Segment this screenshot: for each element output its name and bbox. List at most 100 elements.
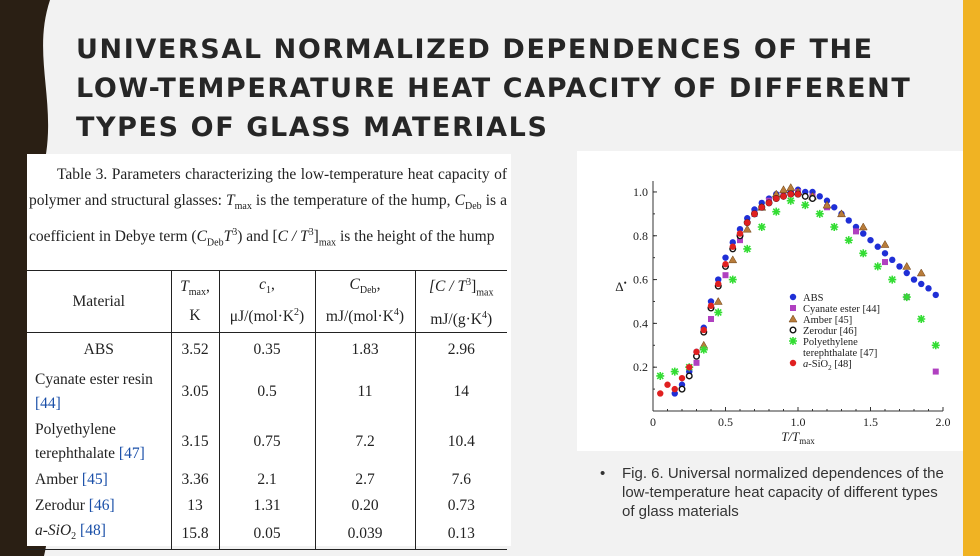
- header-ratio: [C / T3]max mJ/(g·K4): [414, 270, 507, 333]
- data-point: [801, 192, 809, 200]
- data-point: [758, 204, 765, 211]
- data-point: [693, 348, 700, 356]
- data-point: [867, 236, 874, 244]
- data-point: [736, 230, 744, 237]
- data-point: [931, 341, 940, 350]
- data-point: [902, 293, 911, 302]
- header-material: Material: [72, 292, 125, 310]
- legend-marker: [789, 359, 797, 367]
- cell-c1: 0.5: [218, 366, 315, 417]
- data-point: [714, 308, 723, 317]
- data-point: [737, 237, 743, 244]
- reference-link[interactable]: [48]: [80, 521, 106, 539]
- x-tick-label: 1.5: [863, 415, 878, 429]
- data-point: [882, 259, 888, 266]
- y-tick-label: 0.2: [633, 360, 648, 374]
- parameters-table: Material Tmax, K c1, μJ/(mol·K2) CDeb, mJ/(…: [27, 270, 507, 550]
- table-row: Zerodur [46] 13 1.31 0.20 0.73: [27, 492, 507, 519]
- cell-ratio: 7.6: [414, 466, 507, 493]
- data-point: [932, 368, 939, 375]
- data-point: [881, 250, 889, 257]
- reference-link[interactable]: [44]: [35, 394, 61, 412]
- cell-cdeb: 0.039: [314, 518, 415, 550]
- data-point: [757, 223, 766, 231]
- data-point: [815, 209, 824, 218]
- data-point: [801, 201, 810, 210]
- table-row: a-SiO2 [48] 15.8 0.05 0.039 0.13: [27, 518, 507, 550]
- header-tmax: Tmax, K: [170, 270, 219, 333]
- reference-link[interactable]: [46]: [88, 496, 115, 514]
- data-point: [729, 243, 736, 250]
- cell-c1: 0.35: [218, 332, 315, 367]
- data-point: [918, 280, 925, 288]
- data-point: [917, 315, 926, 323]
- cell-ratio: 0.73: [414, 492, 507, 519]
- data-point: [728, 255, 738, 264]
- y-tick-label: 0.6: [633, 273, 648, 287]
- data-point: [713, 296, 723, 305]
- data-point: [664, 381, 671, 388]
- data-point: [822, 200, 832, 209]
- data-point: [845, 217, 852, 224]
- cell-material: ABS: [83, 340, 114, 358]
- header-cdeb: CDeb, mJ/(mol·K4): [314, 270, 415, 333]
- x-tick-label: 2.0: [936, 415, 951, 429]
- legend-marker: [789, 326, 797, 334]
- legend-label: terephthalate [47]: [803, 348, 877, 359]
- table-caption-label: Table 3.: [57, 166, 108, 183]
- bullet-icon: •: [600, 465, 606, 482]
- legend-marker: [789, 293, 797, 301]
- legend-marker: [789, 337, 797, 345]
- legend-label: Zerodur [46]: [803, 326, 857, 337]
- data-point: [699, 345, 708, 354]
- cell-c1: 1.31: [218, 492, 315, 519]
- reference-link[interactable]: [47]: [118, 444, 145, 462]
- x-tick-label: 1.0: [791, 415, 806, 429]
- cell-cdeb: 0.20: [314, 492, 415, 519]
- y-tick-label: 1.0: [633, 185, 648, 199]
- data-point: [858, 222, 868, 231]
- data-point: [678, 374, 686, 382]
- table-row: Amber [45] 3.36 2.1 2.7 7.6: [27, 466, 507, 493]
- cell-material: Zerodur [46]: [35, 496, 115, 514]
- table-panel: Table 3. Parameters characterizing the l…: [27, 154, 511, 550]
- data-point: [889, 256, 896, 264]
- legend-label: a-SiO2 [48]: [803, 359, 852, 372]
- cell-material: Cyanate ester resin [44]: [35, 370, 153, 412]
- data-point: [896, 263, 903, 270]
- data-point: [742, 224, 752, 233]
- data-point: [751, 210, 758, 218]
- cell-tmax: 15.8: [170, 518, 219, 550]
- cell-tmax: 3.15: [170, 416, 219, 467]
- data-point: [786, 183, 796, 191]
- data-point: [837, 209, 846, 218]
- data-point: [888, 275, 897, 284]
- data-point: [708, 316, 714, 322]
- reference-link[interactable]: [45]: [81, 470, 108, 488]
- data-point: [880, 240, 890, 248]
- x-tick-label: 0.5: [718, 415, 733, 429]
- heat-capacity-chart: 0 0.5 1.0 1.5 2.00.20.40.60.81.0T/TmaxΔ•ABSC…: [615, 181, 951, 446]
- legend-label: Polyethylene: [803, 337, 858, 348]
- data-point: [916, 268, 926, 277]
- data-point: [932, 291, 939, 299]
- data-point: [772, 207, 781, 216]
- data-point: [671, 385, 678, 393]
- data-point: [910, 276, 918, 283]
- legend-label: ABS: [803, 293, 824, 304]
- cell-tmax: 3.52: [170, 332, 219, 367]
- table-caption: Table 3. Parameters characterizing the l…: [29, 166, 508, 249]
- cell-cdeb: 11: [314, 366, 415, 417]
- cell-c1: 2.1: [218, 466, 315, 493]
- slide-title: UNIVERSAL NORMALIZED DEPENDENCES OF THE …: [76, 34, 912, 143]
- data-point: [816, 193, 823, 200]
- data-point: [686, 363, 693, 371]
- data-point: [722, 254, 729, 261]
- cell-ratio: 0.13: [414, 518, 507, 550]
- legend-marker: [790, 305, 796, 311]
- cell-tmax: 3.36: [170, 466, 219, 493]
- cell-tmax: 13: [170, 492, 219, 519]
- data-point: [707, 302, 715, 310]
- data-point: [722, 272, 729, 279]
- data-point: [657, 390, 664, 397]
